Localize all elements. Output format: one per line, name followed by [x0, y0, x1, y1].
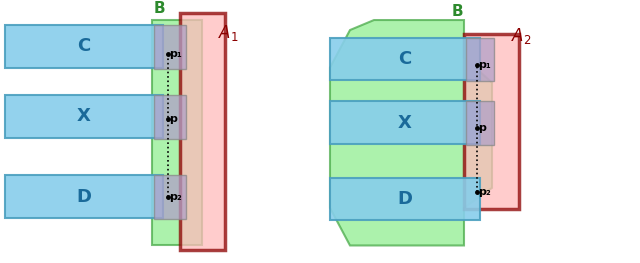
- Bar: [464, 34, 519, 209]
- Text: X: X: [398, 114, 412, 132]
- Text: C: C: [398, 50, 412, 68]
- Bar: [330, 102, 480, 144]
- Bar: [180, 13, 225, 250]
- Text: p₁: p₁: [169, 49, 182, 59]
- Text: p: p: [478, 123, 486, 133]
- Text: $A_1$: $A_1$: [218, 23, 239, 43]
- Text: D: D: [77, 188, 92, 206]
- Bar: [466, 102, 494, 145]
- Text: B: B: [154, 1, 166, 16]
- Bar: [5, 95, 163, 138]
- Text: p: p: [169, 114, 177, 124]
- Text: p₂: p₂: [169, 192, 182, 202]
- Text: B: B: [452, 4, 463, 19]
- Text: X: X: [77, 108, 91, 125]
- Bar: [466, 38, 494, 82]
- Polygon shape: [330, 20, 492, 245]
- Bar: [330, 178, 480, 220]
- Text: $A_2$: $A_2$: [511, 26, 531, 46]
- Text: p₂: p₂: [478, 187, 491, 197]
- Bar: [330, 38, 480, 80]
- Bar: [152, 20, 202, 245]
- Text: D: D: [397, 190, 413, 208]
- Bar: [154, 25, 186, 69]
- Bar: [154, 175, 186, 219]
- Bar: [5, 25, 163, 68]
- Text: p₁: p₁: [478, 60, 491, 70]
- Bar: [5, 175, 163, 218]
- Bar: [154, 95, 186, 139]
- Text: C: C: [77, 37, 91, 55]
